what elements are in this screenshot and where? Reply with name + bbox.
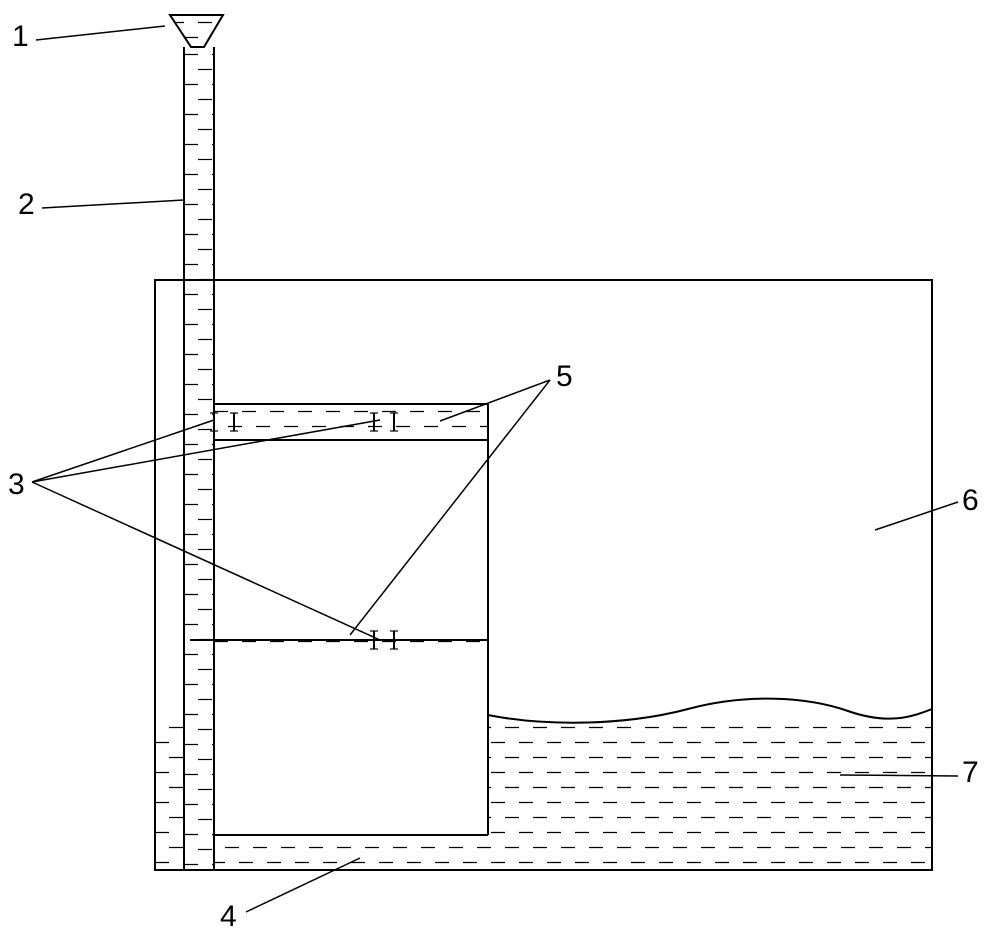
diagram-svg: 1 2 3 4 5 6 7 <box>0 0 1000 934</box>
label-5: 5 <box>556 360 573 393</box>
outer-tank <box>155 280 932 870</box>
label-1: 1 <box>12 20 29 53</box>
label-4: 4 <box>220 900 237 933</box>
water-surface-wave <box>488 699 932 723</box>
label-7: 7 <box>962 756 979 789</box>
label-2: 2 <box>18 188 35 221</box>
label-3: 3 <box>8 468 25 501</box>
funnel <box>170 15 223 47</box>
label-6: 6 <box>962 484 979 517</box>
